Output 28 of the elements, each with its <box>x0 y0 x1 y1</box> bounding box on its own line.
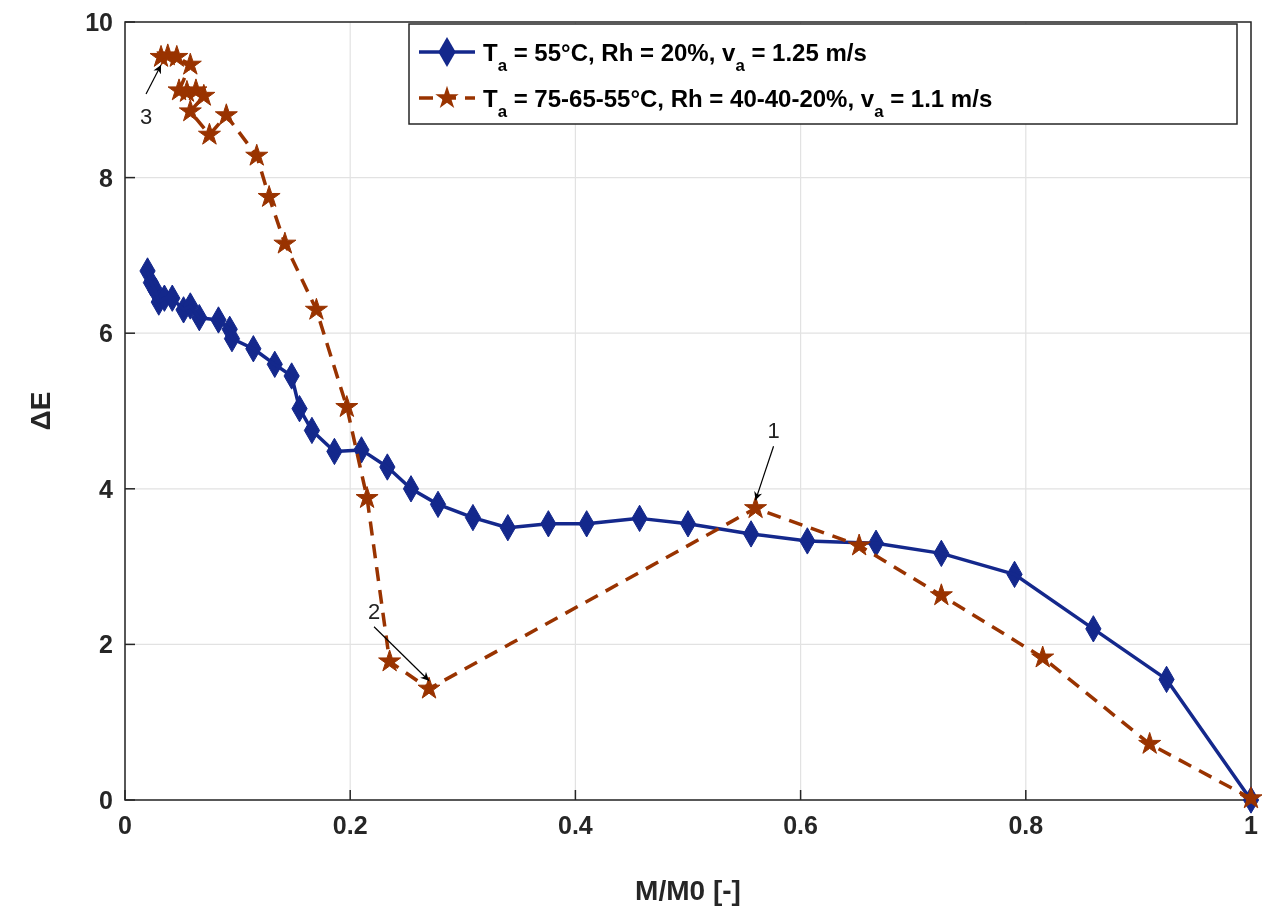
point <box>1138 731 1162 754</box>
x-tick-label: 1 <box>1244 811 1259 839</box>
y-tick-label: 8 <box>99 163 114 192</box>
point <box>178 99 202 122</box>
y-tick-label: 0 <box>99 786 113 814</box>
y-tick-label: 4 <box>99 474 114 503</box>
point <box>335 395 359 417</box>
x-tick-label: 0.6 <box>783 811 818 839</box>
annotation: 1 <box>767 418 780 444</box>
annotation: 3 <box>139 104 153 130</box>
x-tick-label: 0.2 <box>332 811 368 839</box>
point <box>1031 645 1055 668</box>
point <box>378 649 402 672</box>
point <box>847 533 871 556</box>
x-tick-label: 0 <box>118 811 132 839</box>
point <box>197 122 221 145</box>
x-tick-label: 0.8 <box>1008 811 1044 839</box>
x-tick-label: 0.4 <box>558 811 593 839</box>
y-axis-title: ΔE <box>25 391 56 431</box>
y-tick-label: 2 <box>99 630 113 659</box>
legend-label: T$_{a}$ = 75-65-55°C, Rh = 40-40-20%, v$_{a}$ = 1.1 m/s <box>483 85 993 121</box>
y-tick-label: 10 <box>85 8 113 36</box>
x-axis-title: M/M0 [-] <box>635 875 741 906</box>
annotation: 2 <box>367 598 381 624</box>
legend-label: T$_{a}$ = 55°C, Rh = 20%, v$_{a}$ = 1.25 m/s <box>483 39 867 75</box>
point <box>1239 786 1263 809</box>
point <box>355 486 379 508</box>
y-tick-label: 6 <box>99 319 113 348</box>
